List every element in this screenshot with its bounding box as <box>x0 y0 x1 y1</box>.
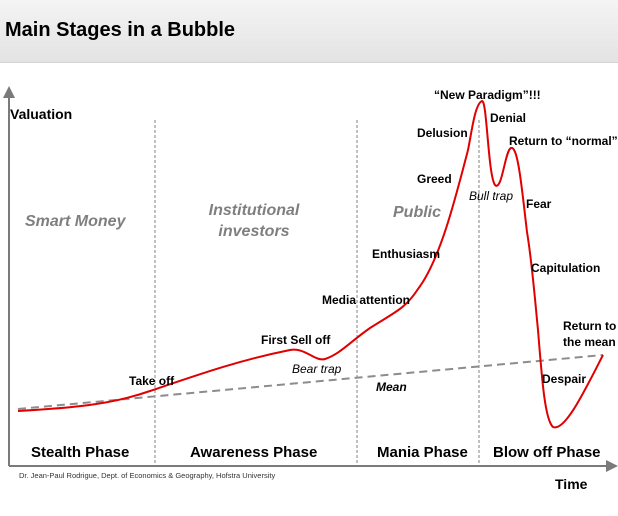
label-media-attention: Media attention <box>322 293 411 307</box>
phase-awareness: Awareness Phase <box>190 444 318 461</box>
title-banner: Main Stages in a Bubble <box>0 0 618 63</box>
x-axis-label: Time <box>555 476 588 492</box>
label-bear-trap: Bear trap <box>292 362 342 376</box>
label-return-to-normal: Return to “normal” <box>509 134 618 148</box>
bubble-curve <box>17 99 604 429</box>
label-delusion: Delusion <box>417 126 468 140</box>
y-axis-label: Valuation <box>10 106 73 122</box>
label-take-off: Take off <box>129 374 175 388</box>
label-capitulation: Capitulation <box>531 261 601 275</box>
phase-stealth: Stealth Phase <box>31 444 130 461</box>
phase-mania: Mania Phase <box>377 444 468 461</box>
actor-institutional-investors: Institutional investors <box>208 202 300 240</box>
phase-blow-off: Blow off Phase <box>493 444 601 461</box>
label-first-sell-off: First Sell off <box>261 333 331 347</box>
label-denial: Denial <box>490 111 527 125</box>
page-title: Main Stages in a Bubble <box>5 19 236 41</box>
label-enthusiasm: Enthusiasm <box>372 247 441 261</box>
label-return-to-mean: Return to the mean <box>563 319 617 349</box>
label-mean: Mean <box>376 380 407 394</box>
actor-smart-money: Smart Money <box>25 213 126 230</box>
label-bull-trap: Bull trap <box>469 189 514 203</box>
label-despair: Despair <box>542 372 587 386</box>
label-fear: Fear <box>526 197 552 211</box>
label-greed: Greed <box>417 172 452 186</box>
actor-public: Public <box>393 204 442 221</box>
label-new-paradigm: “New Paradigm”!!! <box>434 88 541 102</box>
credit-line: Dr. Jean-Paul Rodrigue, Dept. of Economi… <box>19 471 276 480</box>
